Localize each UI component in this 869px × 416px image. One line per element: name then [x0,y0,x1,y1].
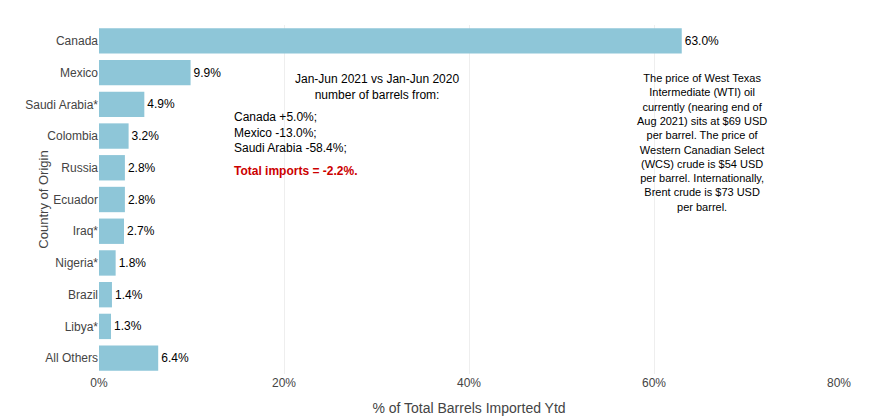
svg-text:Libya*: Libya* [65,320,99,334]
svg-text:Country of Origin: Country of Origin [36,150,51,248]
svg-text:Canada: Canada [56,34,98,48]
svg-text:1.4%: 1.4% [115,288,143,302]
svg-text:The price of West TexasInterme: The price of West TexasIntermediate (WTI… [637,72,767,213]
svg-text:40%: 40% [457,376,481,390]
svg-text:Nigeria*: Nigeria* [55,256,98,270]
svg-text:60%: 60% [642,376,666,390]
svg-text:63.0%: 63.0% [685,34,719,48]
svg-text:1.8%: 1.8% [119,256,147,270]
svg-text:1.3%: 1.3% [114,319,142,333]
svg-text:All Others: All Others [45,351,98,365]
svg-text:2.8%: 2.8% [128,193,156,207]
svg-text:Total imports = -2.2%.: Total imports = -2.2%. [234,164,357,178]
svg-text:Jan-Jun 2021 vs Jan-Jun 2020nu: Jan-Jun 2021 vs Jan-Jun 2020number of ba… [295,72,459,102]
svg-text:80%: 80% [827,376,851,390]
svg-text:Saudi Arabia*: Saudi Arabia* [25,98,98,112]
svg-text:Russia: Russia [61,161,98,175]
svg-text:4.9%: 4.9% [147,97,175,111]
svg-text:Iraq*: Iraq* [73,224,99,238]
svg-text:6.4%: 6.4% [161,351,189,365]
svg-text:2.7%: 2.7% [127,224,155,238]
svg-text:2.8%: 2.8% [128,161,156,175]
svg-text:3.2%: 3.2% [132,129,160,143]
svg-text:20%: 20% [272,376,296,390]
svg-text:Mexico: Mexico [60,66,98,80]
svg-text:Colombia: Colombia [47,129,98,143]
svg-text:Brazil: Brazil [68,288,98,302]
svg-text:0%: 0% [90,376,108,390]
svg-text:% of Total Barrels Imported Yt: % of Total Barrels Imported Ytd [372,400,565,416]
svg-text:9.9%: 9.9% [194,66,222,80]
svg-text:Ecuador: Ecuador [53,193,98,207]
svg-text:Canada +5.0%;Mexico -13.0%;Sau: Canada +5.0%;Mexico -13.0%;Saudi Arabia … [234,110,347,155]
